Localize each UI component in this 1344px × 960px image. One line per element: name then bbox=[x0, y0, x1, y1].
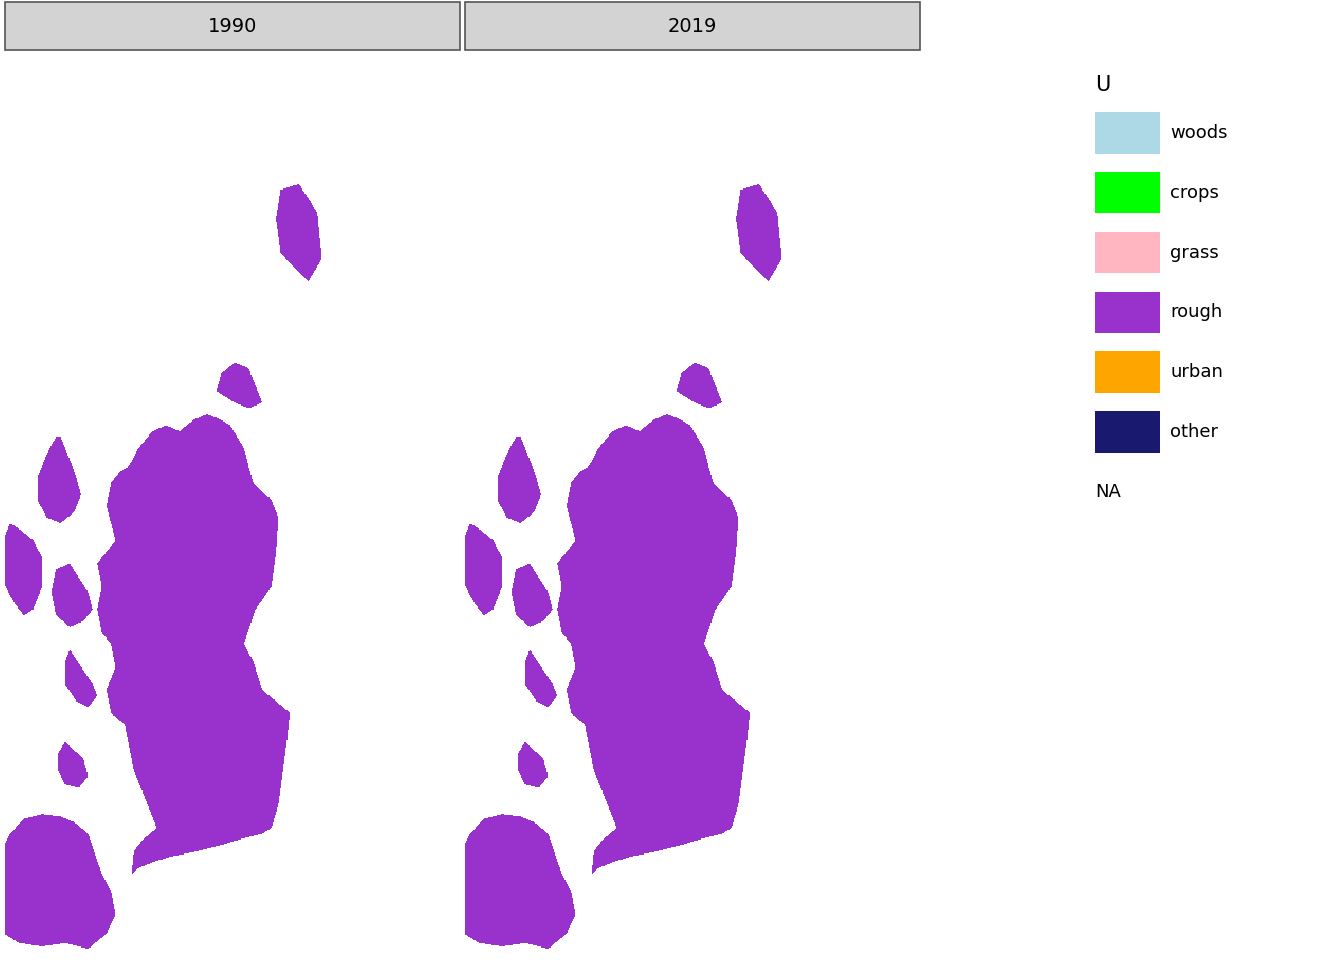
Text: other: other bbox=[1171, 423, 1218, 441]
Bar bbox=[1095, 411, 1160, 452]
Bar bbox=[1095, 351, 1160, 393]
Bar bbox=[465, 2, 921, 50]
Text: U: U bbox=[1095, 76, 1110, 95]
Text: 1990: 1990 bbox=[208, 16, 257, 36]
Bar bbox=[1095, 231, 1160, 274]
Text: NA: NA bbox=[1095, 483, 1121, 501]
Text: 2019: 2019 bbox=[668, 16, 718, 36]
Bar bbox=[5, 2, 460, 50]
Text: rough: rough bbox=[1171, 303, 1222, 322]
Text: urban: urban bbox=[1171, 363, 1223, 381]
Text: crops: crops bbox=[1171, 183, 1219, 202]
Text: grass: grass bbox=[1171, 244, 1219, 261]
Bar bbox=[1095, 112, 1160, 154]
Bar bbox=[1095, 292, 1160, 333]
Bar bbox=[1095, 172, 1160, 213]
Text: woods: woods bbox=[1171, 124, 1227, 142]
